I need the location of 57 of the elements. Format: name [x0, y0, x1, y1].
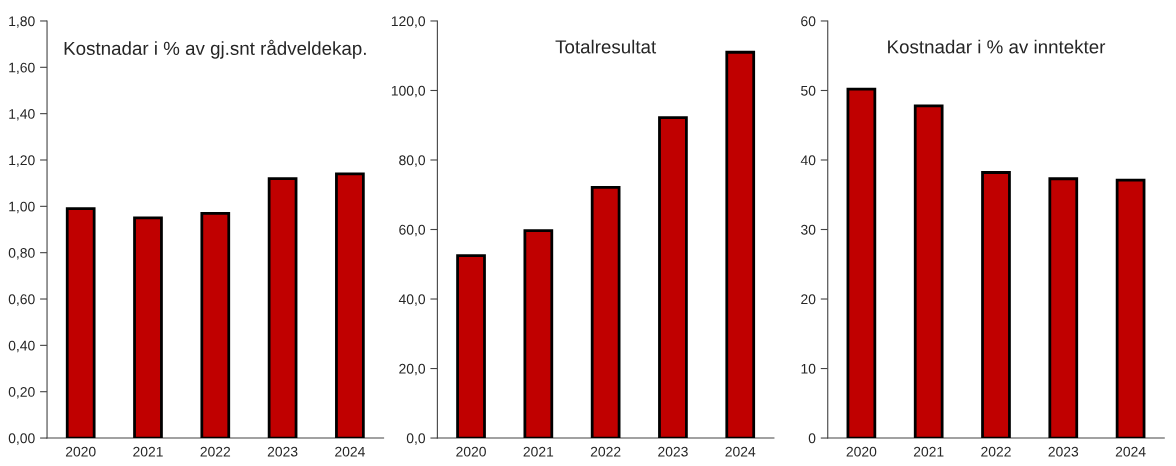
x-tick-label: 2022: [200, 446, 231, 457]
y-tick-label: 1,60: [9, 62, 35, 75]
x-tick-label: 2020: [846, 446, 877, 457]
y-tick-label: 60: [801, 16, 816, 27]
y-tick-label: 1,80: [9, 16, 35, 28]
bar: [981, 171, 1011, 439]
bar: [1048, 177, 1079, 439]
bar: [267, 177, 298, 439]
y-tick-label: 40: [800, 155, 816, 166]
x-tick-label: 2024: [1115, 446, 1146, 457]
x-tick-label: 2023: [1048, 446, 1079, 457]
y-tick-label: 30: [801, 224, 816, 235]
x-tick-label: 2023: [267, 446, 298, 457]
x-tick-label: 2020: [456, 446, 486, 457]
bar: [658, 116, 688, 439]
y-tick-label: 20: [801, 294, 816, 305]
x-tick-label: 2022: [590, 446, 621, 457]
x-tick-label: 2020: [65, 446, 96, 457]
y-tick-label: 40,0: [398, 294, 426, 306]
bar: [200, 211, 231, 439]
x-tick-label: 2023: [658, 446, 688, 457]
y-tick-label: 10: [801, 363, 816, 374]
y-tick-label: 80,0: [399, 155, 426, 167]
x-tick-label: 2024: [335, 446, 365, 457]
bar: [725, 50, 756, 439]
text: Kostnadar i % av inntekter: [888, 39, 1106, 54]
y-tick-label: 0,00: [8, 433, 35, 445]
y-tick-label: 120,0: [391, 16, 426, 28]
bar: [590, 186, 621, 439]
bar: [133, 216, 163, 439]
y-tick-label: 1,40: [9, 108, 35, 121]
y-tick-label: 0,40: [8, 340, 35, 353]
y-tick-label: 0,80: [8, 248, 35, 260]
y-tick-label: 0,20: [8, 387, 35, 399]
bar: [913, 104, 944, 439]
y-tick-label: 20,0: [399, 363, 426, 376]
y-tick-label: 60,0: [399, 224, 426, 237]
text: Totalresultat: [555, 39, 657, 54]
bar: [1115, 178, 1146, 439]
bar: [846, 87, 877, 439]
bar: [335, 172, 365, 439]
text: Kostnadar i % av gj.snt rådveldekap.: [64, 39, 366, 59]
bar: [65, 207, 96, 439]
x-tick-label: 2021: [913, 446, 944, 457]
y-tick-label: 100,0: [391, 85, 426, 98]
x-tick-label: 2021: [133, 446, 163, 457]
x-tick-label: 2021: [523, 446, 554, 457]
bar: [456, 254, 486, 439]
y-tick-label: 0,60: [8, 294, 35, 306]
y-tick-label: 0,0: [406, 433, 426, 445]
y-tick-label: 0: [808, 433, 816, 444]
y-tick-label: 1,20: [9, 155, 35, 167]
bar: [523, 229, 554, 439]
x-tick-label: 2022: [981, 446, 1011, 457]
y-tick-label: 1,00: [9, 201, 35, 214]
x-tick-label: 2024: [725, 446, 756, 457]
y-tick-label: 50: [801, 85, 816, 96]
